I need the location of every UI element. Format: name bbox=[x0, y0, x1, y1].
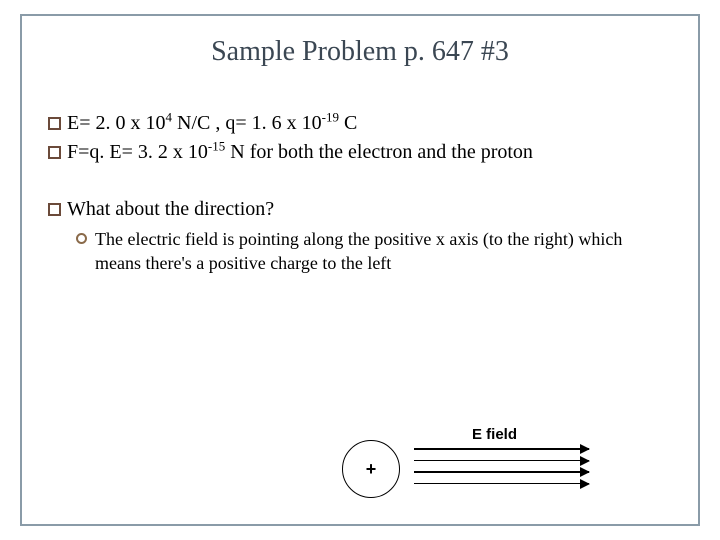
sub-text-1: The electric field is pointing along the… bbox=[95, 227, 672, 276]
bullet-item-3: What about the direction? bbox=[48, 196, 672, 223]
spacer bbox=[48, 168, 672, 196]
field-arrow bbox=[414, 483, 589, 485]
bullet-text-1: E= 2. 0 x 104 N/C , q= 1. 6 x 10-19 C bbox=[67, 110, 672, 137]
b1-pre: E= 2. 0 x 10 bbox=[67, 112, 166, 134]
b1-post: C bbox=[339, 112, 357, 134]
bullet-text-3: What about the direction? bbox=[67, 196, 672, 223]
charge-symbol: + bbox=[366, 459, 377, 480]
bullet-item-1: E= 2. 0 x 104 N/C , q= 1. 6 x 10-19 C bbox=[48, 110, 672, 137]
sub-item-1: The electric field is pointing along the… bbox=[76, 227, 672, 276]
efield-label: E field bbox=[472, 426, 517, 443]
efield-diagram: E field + bbox=[342, 424, 662, 504]
b1-mid: N/C , q= 1. 6 x 10 bbox=[172, 112, 322, 134]
field-arrow bbox=[414, 460, 589, 462]
field-arrow bbox=[414, 471, 589, 473]
bullet-box-icon bbox=[48, 203, 61, 216]
bullet-box-icon bbox=[48, 146, 61, 159]
slide-frame: Sample Problem p. 647 #3 E= 2. 0 x 104 N… bbox=[20, 14, 700, 526]
b2-pre: F=q. E= 3. 2 x 10 bbox=[67, 141, 208, 163]
b2-sup: -15 bbox=[208, 138, 225, 153]
arrow-group bbox=[414, 448, 589, 494]
sub-circle-icon bbox=[76, 233, 87, 244]
positive-charge-circle: + bbox=[342, 440, 400, 498]
b2-post: N for both the electron and the proton bbox=[225, 141, 533, 163]
bullet-box-icon bbox=[48, 117, 61, 130]
slide-title: Sample Problem p. 647 #3 bbox=[22, 36, 698, 68]
field-arrow bbox=[414, 448, 589, 450]
b1-sup2: -19 bbox=[322, 109, 339, 124]
bullet-text-2: F=q. E= 3. 2 x 10-15 N for both the elec… bbox=[67, 139, 672, 166]
content-area: E= 2. 0 x 104 N/C , q= 1. 6 x 10-19 C F=… bbox=[22, 110, 698, 276]
bullet-item-2: F=q. E= 3. 2 x 10-15 N for both the elec… bbox=[48, 139, 672, 166]
